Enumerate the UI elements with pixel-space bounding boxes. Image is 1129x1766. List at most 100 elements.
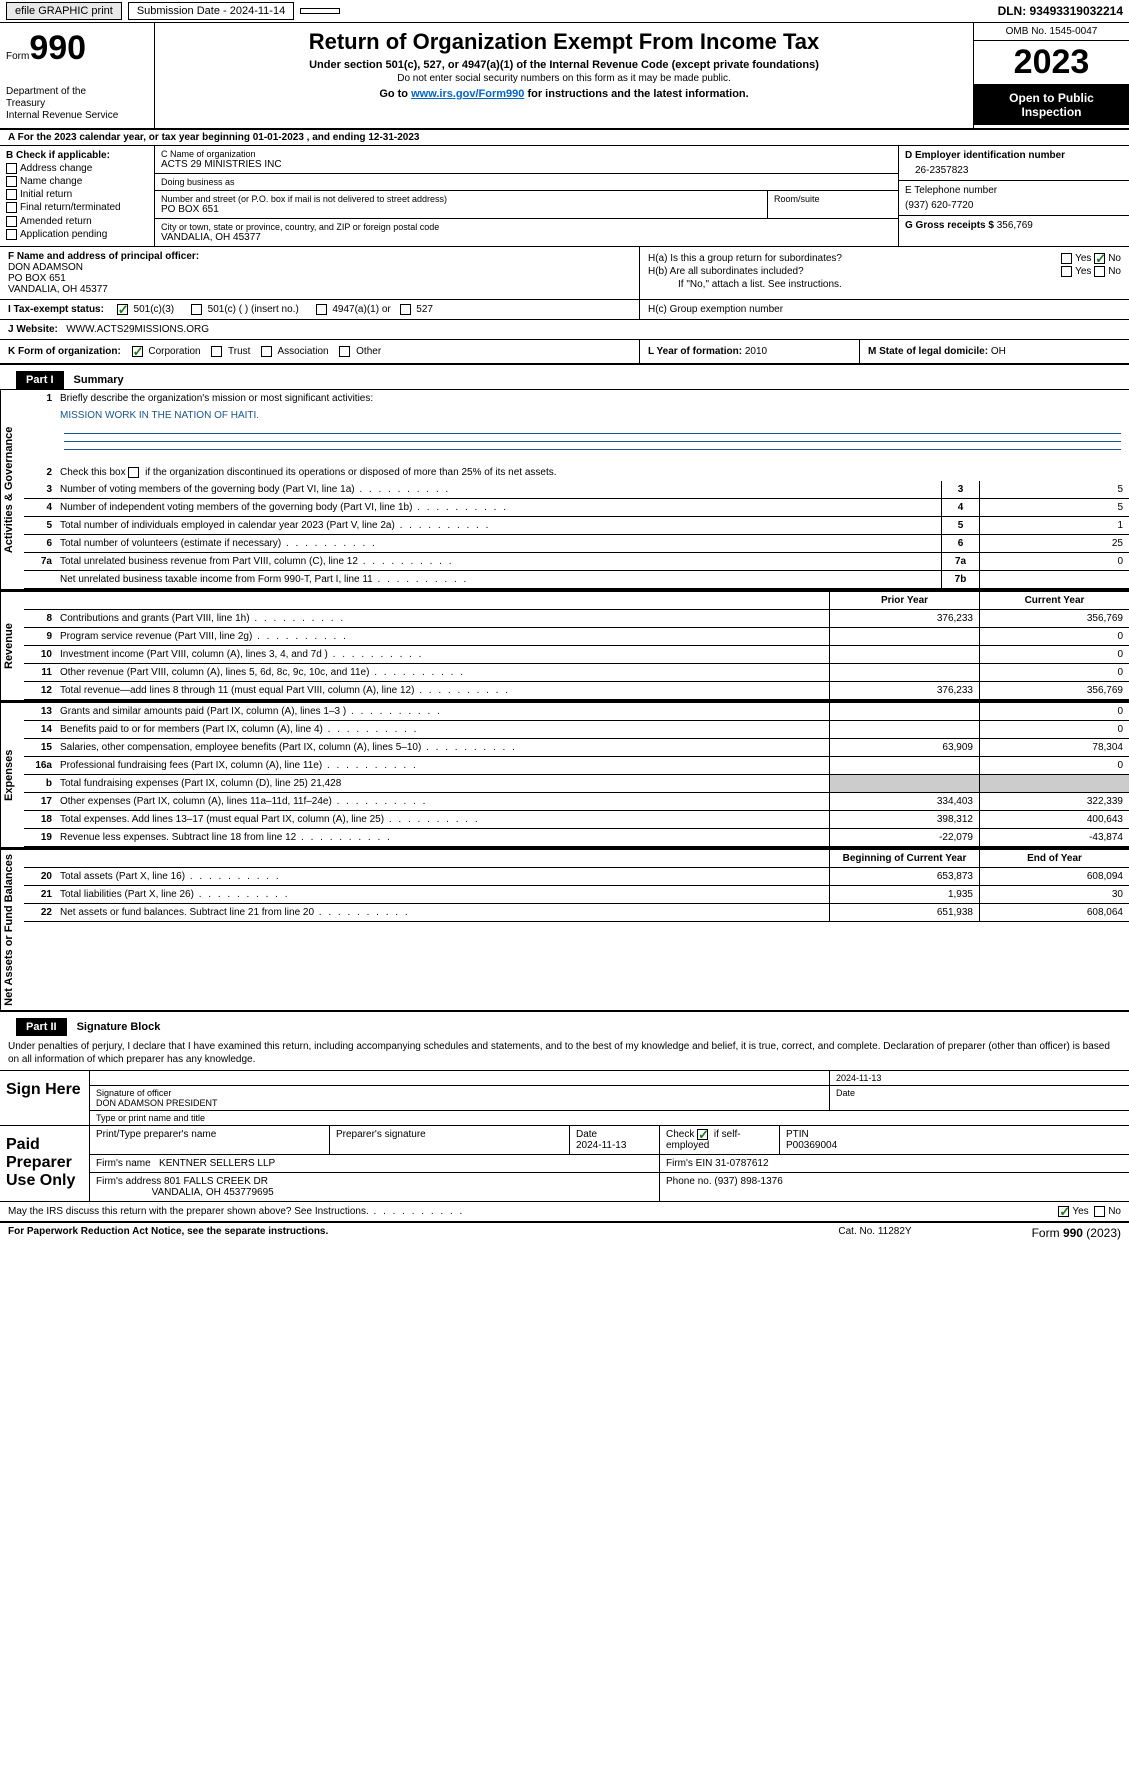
current-value: -43,874 bbox=[979, 829, 1129, 846]
website: WWW.ACTS29MISSIONS.ORG bbox=[66, 324, 209, 335]
gross-receipts: 356,769 bbox=[997, 220, 1033, 231]
end-value: 608,064 bbox=[979, 904, 1129, 921]
prior-value: 63,909 bbox=[829, 739, 979, 756]
current-value: 0 bbox=[979, 664, 1129, 681]
summary-row: Contributions and grants (Part VIII, lin… bbox=[56, 610, 829, 627]
officer-name: DON ADAMSON bbox=[8, 262, 631, 273]
box-b: B Check if applicable: Address change Na… bbox=[0, 146, 155, 246]
cb-527[interactable] bbox=[400, 304, 411, 315]
cb-other[interactable] bbox=[339, 346, 350, 357]
hb-no[interactable] bbox=[1094, 266, 1105, 277]
checkbox-amended[interactable] bbox=[6, 216, 17, 227]
box-h: H(a) Is this a group return for subordin… bbox=[640, 247, 1129, 299]
end-value: 30 bbox=[979, 886, 1129, 903]
mission-text: MISSION WORK IN THE NATION OF HAITI. bbox=[56, 407, 1129, 424]
summary-row: Grants and similar amounts paid (Part IX… bbox=[56, 703, 829, 720]
part1-header: Part I bbox=[16, 371, 64, 389]
firm-addr: 801 FALLS CREEK DR bbox=[164, 1176, 268, 1187]
form-label: Form bbox=[6, 51, 29, 62]
topbar: efile GRAPHIC print Submission Date - 20… bbox=[0, 0, 1129, 23]
box-m: M State of legal domicile: OH bbox=[860, 340, 1129, 363]
hb-yes[interactable] bbox=[1061, 266, 1072, 277]
current-value: 78,304 bbox=[979, 739, 1129, 756]
subtitle-2: Do not enter social security numbers on … bbox=[163, 73, 965, 84]
cb-self-employed[interactable] bbox=[697, 1129, 708, 1140]
current-value: 0 bbox=[979, 721, 1129, 738]
prior-value: 376,233 bbox=[829, 682, 979, 699]
footer: For Paperwork Reduction Act Notice, see … bbox=[0, 1223, 1129, 1243]
irs-link[interactable]: www.irs.gov/Form990 bbox=[411, 88, 524, 100]
prior-value: 334,403 bbox=[829, 793, 979, 810]
prior-value bbox=[829, 703, 979, 720]
checkbox-final-return[interactable] bbox=[6, 202, 17, 213]
summary-value: 5 bbox=[979, 481, 1129, 498]
checkbox-name-change[interactable] bbox=[6, 176, 17, 187]
discuss-yes[interactable] bbox=[1058, 1206, 1069, 1217]
cb-assoc[interactable] bbox=[261, 346, 272, 357]
dln-label: DLN: 93493319032214 bbox=[998, 4, 1123, 18]
box-l: L Year of formation: 2010 bbox=[640, 340, 860, 363]
begin-value: 653,873 bbox=[829, 868, 979, 885]
cb-discontinued[interactable] bbox=[128, 467, 139, 478]
part2-header: Part II bbox=[16, 1018, 67, 1036]
sign-here-label: Sign Here bbox=[0, 1071, 90, 1125]
vert-revenue: Revenue bbox=[0, 592, 24, 700]
tax-year: 2023 bbox=[974, 41, 1129, 85]
summary-row: Other revenue (Part VIII, column (A), li… bbox=[56, 664, 829, 681]
cb-corp[interactable] bbox=[132, 346, 143, 357]
summary-value bbox=[979, 571, 1129, 588]
summary-row: Revenue less expenses. Subtract line 18 … bbox=[56, 829, 829, 846]
box-f: F Name and address of principal officer:… bbox=[0, 247, 640, 299]
checkbox-initial-return[interactable] bbox=[6, 189, 17, 200]
dept-treasury: Department of theTreasuryInternal Revenu… bbox=[6, 86, 148, 122]
end-value: 608,094 bbox=[979, 868, 1129, 885]
vert-expenses: Expenses bbox=[0, 703, 24, 847]
form-header: Form990 Department of theTreasuryInterna… bbox=[0, 23, 1129, 130]
org-name: ACTS 29 MINISTRIES INC bbox=[161, 159, 892, 170]
summary-row: Total expenses. Add lines 13–17 (must eq… bbox=[56, 811, 829, 828]
efile-print-button[interactable]: efile GRAPHIC print bbox=[6, 2, 122, 20]
prior-value bbox=[829, 721, 979, 738]
firm-name: KENTNER SELLERS LLP bbox=[159, 1158, 275, 1169]
current-value: 400,643 bbox=[979, 811, 1129, 828]
ha-no[interactable] bbox=[1094, 253, 1105, 264]
discuss-no[interactable] bbox=[1094, 1206, 1105, 1217]
vert-governance: Activities & Governance bbox=[0, 390, 24, 589]
summary-row: Number of independent voting members of … bbox=[56, 499, 941, 516]
summary-row: Total number of individuals employed in … bbox=[56, 517, 941, 534]
current-value: 356,769 bbox=[979, 610, 1129, 627]
summary-row: Total number of volunteers (estimate if … bbox=[56, 535, 941, 552]
q1-mission-desc: Briefly describe the organization's miss… bbox=[56, 390, 1129, 407]
vert-net-assets: Net Assets or Fund Balances bbox=[0, 850, 24, 1010]
summary-row: Total liabilities (Part X, line 26) bbox=[56, 886, 829, 903]
prior-value bbox=[829, 628, 979, 645]
summary-row: Investment income (Part VIII, column (A)… bbox=[56, 646, 829, 663]
summary-row: Total fundraising expenses (Part IX, col… bbox=[56, 775, 829, 792]
col-begin: Beginning of Current Year bbox=[829, 850, 979, 867]
summary-row: Total unrelated business revenue from Pa… bbox=[56, 553, 941, 570]
discuss-row: May the IRS discuss this return with the… bbox=[0, 1202, 1129, 1223]
summary-value: 25 bbox=[979, 535, 1129, 552]
box-de: D Employer identification number26-23578… bbox=[899, 146, 1129, 246]
summary-row: Salaries, other compensation, employee b… bbox=[56, 739, 829, 756]
begin-value: 651,938 bbox=[829, 904, 979, 921]
summary-row: Professional fundraising fees (Part IX, … bbox=[56, 757, 829, 774]
current-value: 0 bbox=[979, 703, 1129, 720]
checkbox-address-change[interactable] bbox=[6, 163, 17, 174]
prep-date: 2024-11-13 bbox=[576, 1140, 626, 1151]
box-hc: H(c) Group exemption number bbox=[640, 300, 1129, 319]
col-prior: Prior Year bbox=[829, 592, 979, 609]
checkbox-app-pending[interactable] bbox=[6, 229, 17, 240]
summary-row: Other expenses (Part IX, column (A), lin… bbox=[56, 793, 829, 810]
cb-trust[interactable] bbox=[211, 346, 222, 357]
cb-501c3[interactable] bbox=[117, 304, 128, 315]
ha-yes[interactable] bbox=[1061, 253, 1072, 264]
prior-value: 376,233 bbox=[829, 610, 979, 627]
submission-date: Submission Date - 2024-11-14 bbox=[128, 2, 294, 20]
cb-501c[interactable] bbox=[191, 304, 202, 315]
prior-value: 398,312 bbox=[829, 811, 979, 828]
summary-row: Net assets or fund balances. Subtract li… bbox=[56, 904, 829, 921]
cb-4947[interactable] bbox=[316, 304, 327, 315]
line-a-tax-year: A For the 2023 calendar year, or tax yea… bbox=[0, 130, 1129, 146]
street: PO BOX 651 bbox=[161, 204, 761, 215]
